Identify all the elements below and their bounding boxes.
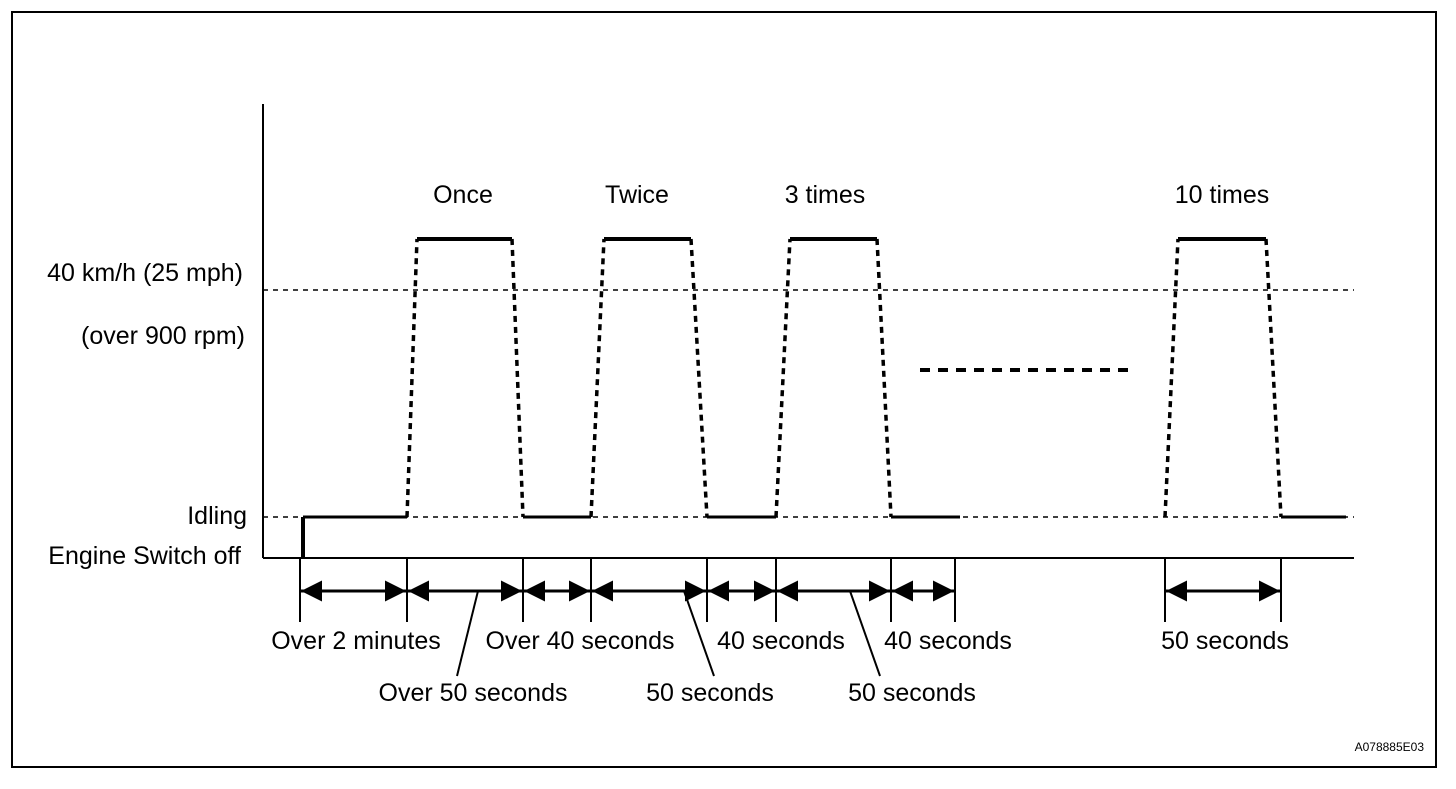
- figure-code: A078885E03: [1355, 740, 1425, 754]
- cycle-label-10-times: 10 times: [1175, 181, 1269, 209]
- leader-line: [456, 590, 479, 677]
- decel-ramp: [875, 238, 893, 518]
- y-label-speed: 40 km/h (25 mph): [47, 259, 243, 287]
- ramps: [405, 238, 1283, 518]
- leader-lines: [456, 590, 881, 677]
- cycle-label-once: Once: [433, 181, 493, 209]
- accel-ramp: [405, 238, 419, 518]
- y-label-engine-off: Engine Switch off: [48, 542, 241, 570]
- accel-ramp: [774, 238, 792, 518]
- interval-label: 50 seconds: [646, 679, 774, 707]
- cycle-label-3-times: 3 times: [785, 181, 866, 209]
- decel-ramp: [689, 238, 709, 518]
- interval-label: Over 50 seconds: [379, 679, 568, 707]
- decel-ramp: [1264, 238, 1283, 518]
- accel-ramp: [589, 238, 606, 518]
- leader-line: [849, 590, 881, 677]
- cycle-label-twice: Twice: [605, 181, 669, 209]
- accel-ramp: [1163, 238, 1180, 518]
- figure-border: [11, 11, 1437, 768]
- interval-label: Over 40 seconds: [486, 627, 675, 655]
- decel-ramp: [510, 238, 525, 518]
- y-label-idling: Idling: [187, 502, 247, 530]
- leader-line: [683, 590, 715, 677]
- interval-label: Over 2 minutes: [271, 627, 441, 655]
- interval-label: 50 seconds: [848, 679, 976, 707]
- interval-label: 40 seconds: [884, 627, 1012, 655]
- interval-label: 40 seconds: [717, 627, 845, 655]
- interval-label: 50 seconds: [1161, 627, 1289, 655]
- interval-ticks: [299, 558, 1282, 622]
- y-label-rpm: (over 900 rpm): [81, 322, 245, 350]
